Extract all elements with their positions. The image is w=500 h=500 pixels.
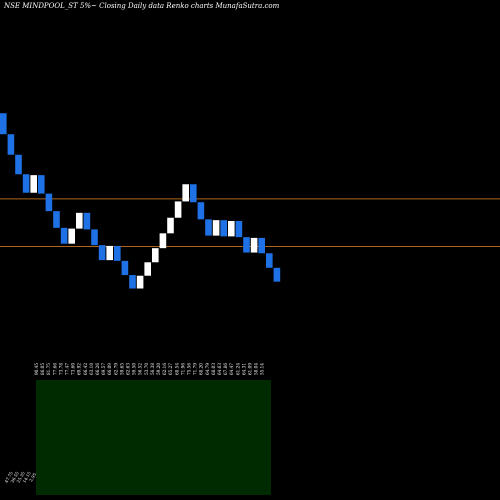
renko-brick — [243, 237, 250, 253]
volume-axis-label: 2.95 — [28, 472, 37, 483]
renko-brick — [159, 233, 167, 249]
renko-brick — [273, 267, 281, 282]
price-tick-label: 61.24 — [235, 363, 240, 375]
volume-axis-label: 36.55 — [10, 471, 20, 484]
renko-brick — [7, 134, 15, 155]
renko-brick — [114, 245, 121, 261]
renko-brick — [83, 212, 91, 230]
renko-brick — [250, 237, 258, 253]
price-tick-label: 64.47 — [229, 363, 234, 375]
price-tick-label: 71.79 — [193, 363, 198, 375]
renko-brick — [258, 237, 265, 254]
price-tick-labels: 90.45 86.05 81.75 77.66 73.78 77.47 73.60 69.92… — [34, 363, 265, 375]
renko-brick — [220, 220, 227, 237]
renko-brick — [152, 248, 159, 263]
renko-brick — [68, 228, 75, 244]
renko-brick — [136, 275, 144, 289]
renko-brick — [91, 229, 98, 246]
price-tick-label: 59.50 — [132, 363, 137, 375]
price-tick-label: 59.20 — [156, 363, 161, 375]
price-tick-label: 59.65 — [119, 363, 124, 375]
renko-brick — [167, 217, 174, 234]
renko-brick — [174, 201, 182, 218]
volume-axis-label: 14.15 — [22, 471, 32, 484]
renko-brick — [76, 212, 83, 229]
price-tick-label: 62.63 — [126, 363, 131, 375]
renko-brick — [205, 219, 212, 236]
price-tick-label: 86.05 — [40, 363, 45, 375]
price-tick-label: 90.45 — [34, 363, 39, 375]
price-tick-label: 73.78 — [58, 363, 63, 375]
price-tick-label: 75.56 — [187, 363, 192, 375]
renko-brick — [212, 220, 220, 236]
price-tick-label: 64.63 — [217, 363, 222, 375]
renko-brick — [30, 175, 37, 193]
renko-brick — [0, 113, 7, 135]
renko-brick — [144, 262, 151, 276]
price-tick-label: 65.27 — [168, 363, 173, 375]
price-tick-label: 69.92 — [77, 363, 82, 375]
renko-brick — [15, 154, 22, 175]
renko-brick — [22, 174, 30, 193]
renko-brick — [228, 220, 235, 237]
price-tick-label: 66.26 — [95, 363, 100, 375]
volume-axis-label: 25.35 — [16, 471, 26, 484]
price-tick-label: 77.47 — [65, 363, 70, 375]
renko-brick — [106, 245, 113, 261]
price-tick-label: 55.14 — [260, 363, 265, 375]
price-tick-label: 56.38 — [150, 363, 155, 375]
price-tick-label: 81.75 — [46, 363, 51, 375]
price-tick-label: 73.60 — [71, 363, 76, 375]
reference-lines — [0, 198, 500, 248]
renko-brick — [129, 275, 136, 289]
renko-brick — [235, 220, 243, 238]
renko-brick — [190, 184, 197, 203]
renko-brick — [53, 211, 60, 228]
price-tick-label: 68.20 — [199, 363, 204, 375]
volume-axis-label: 47.75 — [4, 471, 14, 484]
price-tick-label: 67.86 — [223, 363, 228, 375]
renko-brick — [266, 253, 273, 268]
price-tick-label: 62.79 — [113, 363, 118, 375]
renko-brick — [38, 175, 45, 194]
price-tick-label: 62.16 — [162, 363, 167, 375]
price-tick-label: 68.03 — [211, 363, 216, 375]
price-tick-label: 66.09 — [107, 363, 112, 375]
price-tick-label: 66.42 — [83, 363, 88, 375]
price-tick-label: 58.04 — [254, 363, 259, 375]
chart-title: NSE MINDPOOL_ST 5%~ Closing Daily data R… — [3, 2, 280, 10]
price-tick-label: 69.57 — [101, 363, 106, 375]
price-tick-label: 63.10 — [89, 363, 94, 375]
price-tick-label: 68.54 — [174, 363, 179, 375]
price-tick-label: 64.31 — [241, 363, 246, 375]
price-tick-label: 53.70 — [144, 363, 149, 375]
renko-brick — [197, 202, 205, 220]
price-tick-label: 56.52 — [138, 363, 143, 375]
renko-brick — [98, 245, 106, 261]
renko-bricks — [0, 113, 281, 289]
renko-brick — [45, 193, 53, 212]
price-tick-label: 71.96 — [180, 363, 185, 375]
price-tick-label: 77.66 — [52, 363, 57, 375]
renko-brick — [121, 260, 129, 276]
renko-brick — [182, 184, 189, 202]
volume-panel — [36, 380, 271, 495]
price-tick-label: 61.09 — [248, 363, 253, 375]
renko-brick — [60, 227, 68, 244]
price-tick-label: 64.79 — [205, 363, 210, 375]
